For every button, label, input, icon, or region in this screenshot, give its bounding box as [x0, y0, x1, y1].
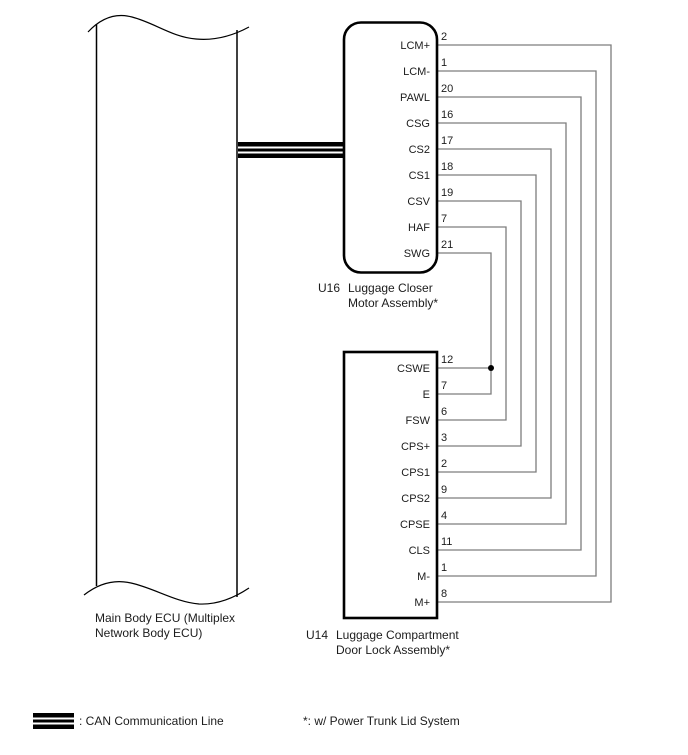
- u14-pin-number-m-minus: 1: [441, 562, 447, 574]
- can-stripe-middle: [238, 148, 344, 152]
- u16-pin-label-pawl: PAWL: [400, 92, 430, 104]
- u14-pin-number-cls: 11: [441, 536, 452, 548]
- u16-caption-line2: Motor Assembly*: [348, 296, 438, 310]
- u16-id: U16: [318, 281, 340, 295]
- u16-pin-number-swg: 21: [441, 239, 453, 251]
- u14-pin-label-cswe: CSWE: [397, 363, 430, 375]
- u14-pin-number-cpse: 4: [441, 510, 447, 522]
- wire-lcm-plus-to-m-plus: [438, 44, 612, 603]
- u14-pin-number-cps1: 2: [441, 458, 447, 470]
- u16-caption-line1: Luggage Closer: [348, 281, 433, 295]
- u14-pin-label-m-plus: M+: [414, 597, 430, 609]
- u16-pin-label-swg: SWG: [404, 248, 430, 260]
- ecu-caption-line1: Main Body ECU (Multiplex: [95, 611, 235, 625]
- legend-stripe-middle: [33, 719, 74, 723]
- u14-connector: 12 CSWE 7 E 6 FSW 3 CPS+ 2 CPS1 9 CPS2 4…: [306, 350, 459, 657]
- ecu-caption-line2: Network Body ECU): [95, 626, 202, 640]
- u16-connector: 2 LCM+ 1 LCM- 20 PAWL 16 CSG 17 CS2 18 C…: [318, 21, 453, 310]
- u16-pin-number-lcm-minus: 1: [441, 57, 447, 69]
- u16-pin-number-cs1: 18: [441, 161, 453, 173]
- wire-cs1-to-cps1: [438, 174, 537, 473]
- u16-connector-box: [342, 21, 439, 274]
- can-communication-line: [238, 142, 344, 158]
- wire-csv-to-cps-plus: [438, 200, 522, 447]
- u14-pin-label-cps-plus: CPS+: [401, 441, 430, 453]
- ecu-top-tear-edge: [87, 14, 250, 40]
- u14-pin-label-cps1: CPS1: [401, 467, 430, 479]
- u16-pin-number-cs2: 17: [441, 135, 453, 147]
- u16-pin-number-csv: 19: [441, 187, 453, 199]
- wire-lcm-minus-to-m-minus: [438, 70, 597, 577]
- u16-pin-label-lcm-minus: LCM-: [403, 66, 430, 78]
- u14-pin-label-m-minus: M-: [417, 571, 430, 583]
- u16-pin-number-haf: 7: [441, 213, 447, 225]
- legend-stripe-bottom: [33, 724, 74, 729]
- u16-pin-label-lcm-plus: LCM+: [400, 40, 430, 52]
- u14-pin-label-e: E: [423, 389, 430, 401]
- u16-pin-number-pawl: 20: [441, 83, 453, 95]
- legend-can-label: : CAN Communication Line: [79, 714, 224, 728]
- legend-asterisk-note: *: w/ Power Trunk Lid System: [303, 714, 460, 728]
- ecu-bottom-tear-edge: [83, 581, 250, 605]
- legend: : CAN Communication Line *: w/ Power Tru…: [33, 713, 460, 729]
- u16-pin-number-lcm-plus: 2: [441, 31, 447, 43]
- can-stripe-bottom: [238, 153, 344, 158]
- u14-pin-number-e: 7: [441, 380, 447, 392]
- wires: [438, 44, 612, 603]
- u14-pin-number-cps-plus: 3: [441, 432, 447, 444]
- legend-stripe-top: [33, 713, 74, 718]
- u16-pin-label-cs2: CS2: [409, 144, 430, 156]
- u16-pin-number-csg: 16: [441, 109, 453, 121]
- wire-cs2-to-cps2: [438, 148, 552, 499]
- u14-pin-number-m-plus: 8: [441, 588, 447, 600]
- u14-caption-line1: Luggage Compartment: [336, 628, 459, 642]
- wire-pawl-to-cls: [438, 96, 582, 551]
- junction-dot: [488, 365, 494, 371]
- u14-pin-number-fsw: 6: [441, 406, 447, 418]
- can-line-legend-swatch: [33, 713, 74, 729]
- main-body-ecu-box: Main Body ECU (Multiplex Network Body EC…: [83, 14, 250, 640]
- wire-swg-to-e: [438, 252, 492, 395]
- u16-pin-label-csv: CSV: [407, 196, 430, 208]
- u14-connector-box: [342, 350, 439, 620]
- u14-pin-number-cps2: 9: [441, 484, 447, 496]
- u16-pin-label-cs1: CS1: [409, 170, 430, 182]
- u14-pin-label-cpse: CPSE: [400, 519, 430, 531]
- u14-pin-label-fsw: FSW: [406, 415, 431, 427]
- u14-pin-label-cls: CLS: [409, 545, 430, 557]
- u14-caption-line2: Door Lock Assembly*: [336, 643, 450, 657]
- wire-csg-to-cpse: [438, 122, 567, 525]
- u14-id: U14: [306, 628, 328, 642]
- u14-pin-label-cps2: CPS2: [401, 493, 430, 505]
- u16-pin-label-csg: CSG: [406, 118, 430, 130]
- u16-pin-label-haf: HAF: [408, 222, 430, 234]
- can-stripe-top: [238, 142, 344, 147]
- u14-pin-number-cswe: 12: [441, 354, 453, 366]
- wire-haf-to-fsw: [438, 226, 507, 421]
